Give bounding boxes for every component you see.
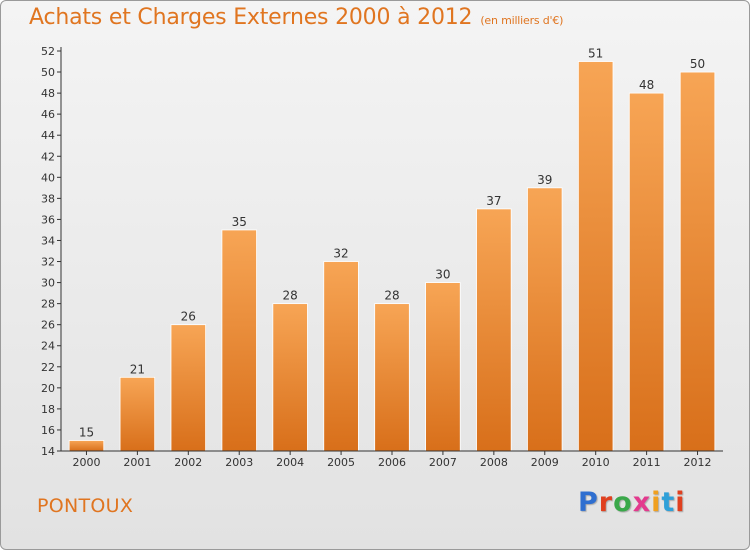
y-tick-label: 44 [41, 129, 55, 142]
x-axis: 2000 2001 2002 2003 2004 2005 2006 2007 2008 2009… [61, 450, 723, 469]
y-axis: 14 16 18 20 22 24 26 28 30 32 34 36 38 40 42 44 46 48 50 52 [41, 45, 62, 458]
x-tick-label: 2005 [327, 456, 355, 469]
bar-value-label: 28 [283, 289, 298, 303]
y-tick-label: 34 [41, 234, 55, 247]
bar-value-label: 48 [639, 78, 654, 92]
bar-value-label: 15 [79, 425, 94, 439]
y-tick-label: 18 [41, 403, 55, 416]
logo-letter: r [598, 487, 614, 518]
y-tick-label: 16 [41, 424, 55, 437]
x-tick-label: 2012 [684, 456, 712, 469]
x-tick-label: 2000 [72, 456, 100, 469]
bar-2008 [476, 208, 512, 452]
bar-value-label: 21 [130, 362, 145, 376]
logo-letter: P [578, 487, 599, 518]
logo-letter: i [675, 487, 686, 518]
y-tick-label: 22 [41, 361, 55, 374]
bar-value-label: 28 [384, 289, 399, 303]
bar-value-label: 26 [181, 310, 196, 324]
chart-unit: (en milliers d'€) [480, 14, 564, 27]
commune-name: PONTOUX [37, 495, 134, 517]
y-tick-label: 20 [41, 382, 55, 395]
bar-2001 [119, 376, 156, 452]
bars: 15 21 26 35 28 32 28 30 37 39 51 48 50 [68, 47, 716, 452]
bar-value-label: 35 [232, 215, 247, 229]
bar-value-label: 37 [486, 194, 501, 208]
bar-2012 [679, 71, 716, 452]
y-tick-label: 30 [41, 277, 55, 290]
proxiti-logo: Proxiti [578, 487, 686, 518]
y-tick-label: 40 [41, 171, 55, 184]
y-tick-label: 32 [41, 256, 55, 269]
x-tick-label: 2002 [174, 456, 202, 469]
bar-value-label: 51 [588, 47, 603, 61]
bar-2002 [170, 324, 207, 452]
x-tick-label: 2004 [276, 456, 304, 469]
bar-2007 [425, 282, 461, 452]
bar-2000 [68, 440, 105, 452]
y-tick-label: 38 [41, 192, 55, 205]
logo-letter: i [651, 487, 662, 518]
x-tick-label: 2011 [633, 456, 661, 469]
x-tick-label: 2009 [531, 456, 559, 469]
logo-letter: t [661, 487, 676, 518]
chart-title-text: Achats et Charges Externes 2000 à 2012 [29, 5, 473, 30]
logo-letter: o [613, 487, 633, 518]
bar-value-label: 50 [690, 57, 705, 71]
x-tick-label: 2006 [378, 456, 406, 469]
bar-2011 [628, 92, 665, 452]
bar-2003 [221, 229, 257, 452]
y-tick-label: 46 [41, 108, 55, 121]
bar-value-label: 30 [435, 268, 450, 282]
y-tick-label: 52 [41, 45, 55, 58]
x-tick-label: 2010 [582, 456, 610, 469]
x-tick-label: 2007 [429, 456, 457, 469]
y-tick-label: 42 [41, 150, 55, 163]
bar-2009 [527, 187, 563, 452]
bar-value-label: 32 [333, 247, 348, 261]
y-tick-label: 24 [41, 340, 55, 353]
y-tick-label: 36 [41, 213, 55, 226]
chart-title: Achats et Charges Externes 2000 à 2012 (e… [29, 5, 563, 30]
y-tick-label: 50 [41, 66, 55, 79]
y-tick-label: 14 [41, 445, 55, 458]
x-tick-label: 2001 [123, 456, 151, 469]
x-tick-label: 2008 [480, 456, 508, 469]
bar-2006 [374, 303, 410, 452]
logo-letter: x [632, 487, 652, 518]
y-tick-label: 28 [41, 298, 55, 311]
bar-2004 [272, 303, 308, 452]
bar-2010 [577, 61, 614, 452]
bar-2005 [323, 261, 359, 452]
bar-value-label: 39 [537, 173, 552, 187]
x-tick-label: 2003 [225, 456, 253, 469]
y-tick-label: 26 [41, 319, 55, 332]
y-tick-label: 48 [41, 87, 55, 100]
